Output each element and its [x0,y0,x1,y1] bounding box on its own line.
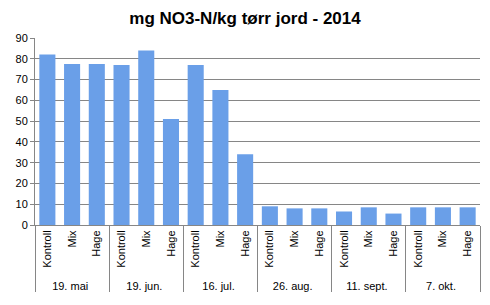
svg-text:26. aug.: 26. aug. [273,280,313,292]
svg-text:Mix: Mix [436,230,448,248]
svg-text:90: 90 [16,32,28,44]
svg-text:Kontroll: Kontroll [41,230,53,267]
svg-text:Hage: Hage [165,230,177,256]
svg-text:Mix: Mix [214,230,226,248]
svg-text:30: 30 [16,157,28,169]
svg-text:Hage: Hage [313,230,325,256]
svg-text:7. okt.: 7. okt. [426,280,456,292]
svg-text:20: 20 [16,177,28,189]
svg-text:Mix: Mix [140,230,152,248]
svg-text:Hage: Hage [239,230,251,256]
svg-text:Mix: Mix [66,230,78,248]
svg-text:0: 0 [22,219,28,231]
svg-text:16. jul.: 16. jul. [202,280,234,292]
svg-text:Kontroll: Kontroll [412,230,424,267]
svg-text:Mix: Mix [288,230,300,248]
svg-text:80: 80 [16,53,28,65]
svg-text:19. jun.: 19. jun. [126,280,162,292]
svg-text:Mix: Mix [362,230,374,248]
svg-text:19. mai: 19. mai [52,280,88,292]
svg-text:Kontroll: Kontroll [115,230,127,267]
svg-text:50: 50 [16,115,28,127]
svg-text:Kontroll: Kontroll [263,230,275,267]
svg-text:60: 60 [16,94,28,106]
svg-text:11. sept.: 11. sept. [346,280,387,292]
svg-text:10: 10 [16,198,28,210]
svg-text:Hage: Hage [461,230,473,256]
svg-text:Kontroll: Kontroll [338,230,350,267]
svg-text:mg NO3-N/kg tørr jord - 2014: mg NO3-N/kg tørr jord - 2014 [129,9,361,28]
svg-text:Hage: Hage [90,230,102,256]
svg-text:40: 40 [16,136,28,148]
svg-text:Hage: Hage [387,230,399,256]
svg-text:70: 70 [16,73,28,85]
svg-text:Kontroll: Kontroll [189,230,201,267]
